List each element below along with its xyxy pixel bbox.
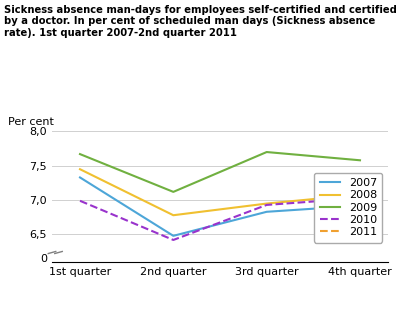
Text: Sickness absence man-days for employees self-certified and certified
by a doctor: Sickness absence man-days for employees … (4, 5, 397, 38)
Text: Per cent: Per cent (8, 117, 54, 127)
Legend: 2007, 2008, 2009, 2010, 2011: 2007, 2008, 2009, 2010, 2011 (314, 172, 382, 243)
